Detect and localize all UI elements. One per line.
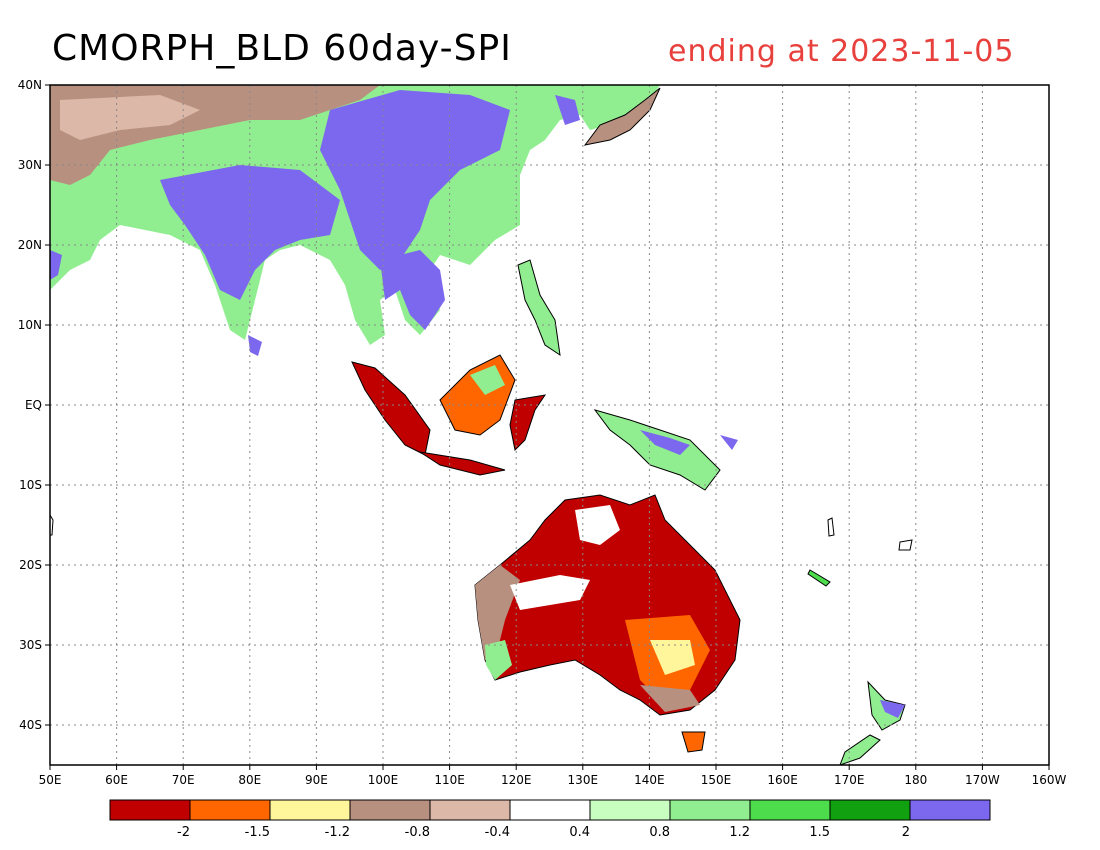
lon-tick-label: 170E <box>834 773 865 787</box>
legend-swatch <box>589 799 671 821</box>
new-caledonia <box>807 569 831 587</box>
solomon-wet <box>720 435 738 450</box>
lon-tick-label: 130E <box>568 773 599 787</box>
legend-label: 0.8 <box>649 825 670 840</box>
lon-tick-label: 110E <box>434 773 465 787</box>
legend-label: -0.4 <box>485 825 510 840</box>
lat-tick-label: EQ <box>25 398 42 412</box>
legend-label: 2 <box>902 825 910 840</box>
borneo <box>439 354 516 436</box>
australia-southwest-wet <box>485 640 512 680</box>
fiji <box>898 539 913 551</box>
wet-area-india <box>160 165 340 300</box>
wet-area-china <box>320 90 510 270</box>
lon-tick-label: 70E <box>172 773 195 787</box>
australia-central-white <box>510 575 590 610</box>
australia-north-white <box>575 505 620 545</box>
lon-tick-label: 180 <box>904 773 927 787</box>
legend-label: -0.8 <box>405 825 430 840</box>
legend-label: -1.5 <box>245 825 270 840</box>
legend-swatch <box>429 799 511 821</box>
lat-tick-label: 30N <box>18 158 42 172</box>
lon-tick-label: 50E <box>39 773 62 787</box>
wet-area-korea-japan <box>555 95 580 125</box>
legend-swatch <box>749 799 831 821</box>
asia-north-dry-light <box>60 95 200 140</box>
lat-tick-label: 40S <box>19 718 42 732</box>
java <box>419 451 506 476</box>
vanuatu <box>827 517 835 537</box>
lat-tick-label: 40N <box>18 78 42 92</box>
legend-swatch <box>189 799 271 821</box>
map-subtitle: ending at 2023-11-05 <box>668 34 1015 69</box>
legend-label: 1.5 <box>809 825 830 840</box>
lon-tick-label: 140E <box>634 773 665 787</box>
sulawesi <box>509 394 547 452</box>
new-zealand-south <box>839 734 881 765</box>
legend-swatch <box>829 799 911 821</box>
lat-tick-label: 30S <box>19 638 42 652</box>
wet-area-arabia <box>50 250 62 280</box>
legend-swatch <box>909 799 991 821</box>
new-zealand-north-wet <box>880 700 905 718</box>
legend-label: -1.2 <box>325 825 350 840</box>
lat-tick-label: 20N <box>18 238 42 252</box>
legend-swatch <box>349 799 431 821</box>
australia-southeast-dry <box>640 685 700 712</box>
legend-label: 1.2 <box>729 825 750 840</box>
legend-swatch <box>109 799 191 821</box>
lat-tick-label: 10N <box>18 318 42 332</box>
lon-tick-label: 170W <box>965 773 1000 787</box>
map-title: CMORPH_BLD 60day-SPI <box>52 28 512 69</box>
lon-tick-label: 160W <box>1032 773 1067 787</box>
lon-tick-label: 120E <box>501 773 532 787</box>
legend-swatch <box>269 799 351 821</box>
lon-tick-label: 90E <box>305 773 328 787</box>
australia-west-dry <box>475 565 520 660</box>
lon-tick-label: 160E <box>767 773 798 787</box>
japan <box>583 87 661 146</box>
lat-tick-label: 20S <box>19 558 42 572</box>
philippines <box>517 259 561 357</box>
wet-area-indochina <box>380 250 445 330</box>
legend-label: 0.4 <box>569 825 590 840</box>
borneo-wet <box>470 365 505 395</box>
lat-tick-label: 10S <box>19 478 42 492</box>
map-frame <box>49 84 1050 766</box>
wet-area-sri-lanka <box>248 335 262 356</box>
lon-tick-label: 60E <box>105 773 128 787</box>
new-guinea <box>593 409 721 491</box>
lon-tick-label: 80E <box>238 773 261 787</box>
tasmania <box>681 731 706 753</box>
australia-southeast-yellow <box>650 640 695 675</box>
sumatra <box>351 361 431 456</box>
lon-tick-label: 150E <box>701 773 732 787</box>
legend-swatch <box>509 799 591 821</box>
lon-tick-label: 100E <box>368 773 399 787</box>
legend-label: -2 <box>177 825 190 840</box>
legend-swatch <box>669 799 751 821</box>
new-guinea-wet <box>640 430 690 455</box>
